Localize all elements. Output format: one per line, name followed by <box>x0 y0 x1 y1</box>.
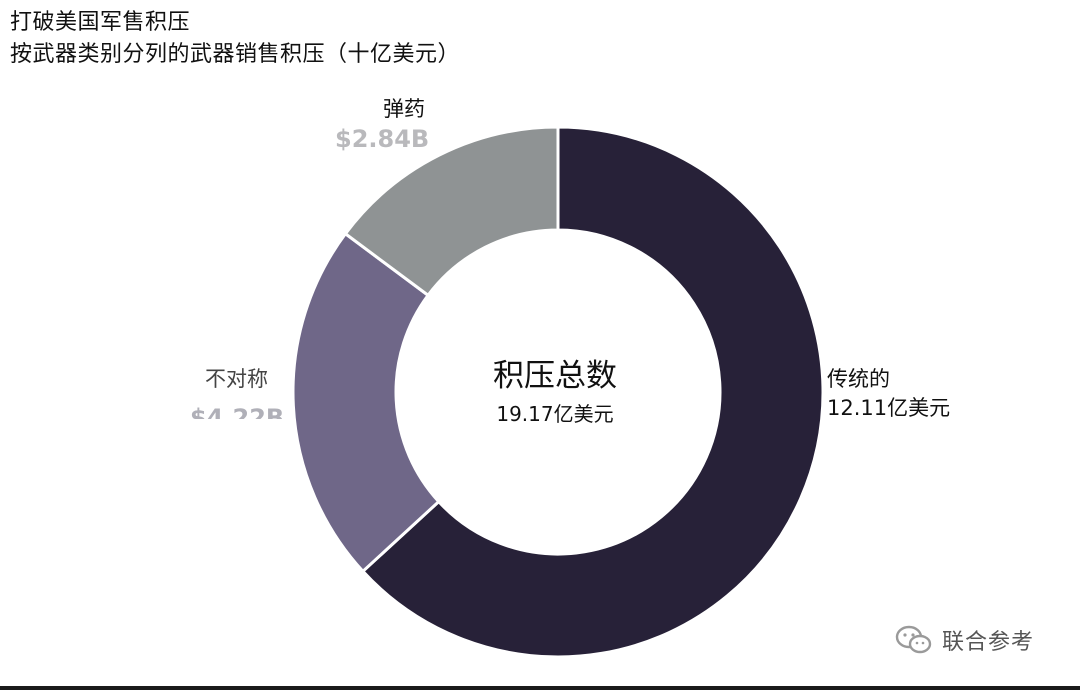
watermark-text: 联合参考 <box>942 630 1035 655</box>
slice-label-munitions: 弹药 <box>383 97 425 121</box>
slice-value-conventional: 12.11亿美元 <box>827 396 951 420</box>
wechat-icon <box>895 625 932 654</box>
slice-value-asymmetric: $4.22B <box>190 404 285 419</box>
bottom-border <box>0 686 1080 690</box>
chart-title: 打破美国军售积压 <box>10 10 191 35</box>
center-label: 积压总数 <box>493 358 617 394</box>
slice-value-munitions: $2.84B <box>335 125 430 153</box>
slice-munitions <box>343 125 560 298</box>
watermark: 联合参考 <box>894 623 1034 657</box>
center-value: 19.17亿美元 <box>496 402 614 426</box>
slice-label-conventional: 传统的 <box>827 367 890 391</box>
slice-conventional <box>360 125 825 659</box>
chart-subtitle: 按武器类别分列的武器销售积压（十亿美元） <box>10 42 461 67</box>
slice-label-asymmetric: 不对称 <box>205 367 268 391</box>
slice-asymmetric <box>291 231 441 574</box>
